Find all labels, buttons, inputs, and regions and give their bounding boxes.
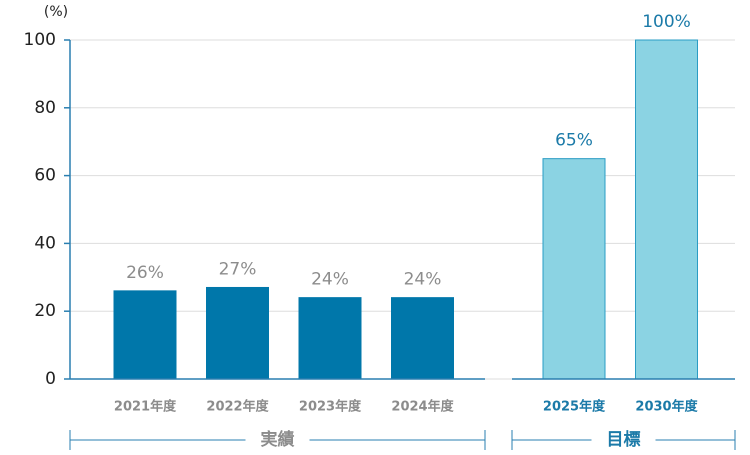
group-label: 目標: [607, 429, 641, 450]
y-tick-label: 40: [34, 233, 56, 253]
y-tick-label: 80: [34, 98, 56, 118]
x-tick-label: 2023年度: [299, 399, 362, 415]
value-label: 65%: [555, 131, 593, 151]
bar: [542, 158, 606, 380]
value-label: 26%: [126, 263, 164, 283]
x-tick-label: 2025年度: [543, 399, 606, 415]
group-label: 実績: [261, 429, 295, 450]
x-tick-label: 2021年度: [114, 399, 177, 415]
value-label: 100%: [642, 12, 691, 32]
y-tick-label: 20: [34, 301, 56, 321]
value-label: 24%: [311, 270, 349, 290]
value-label: 27%: [219, 259, 257, 279]
y-tick-label: 0: [45, 369, 56, 389]
x-tick-label: 2022年度: [206, 399, 269, 415]
x-tick-label: 2024年度: [391, 399, 454, 415]
bar: [635, 39, 698, 380]
bar: [298, 297, 362, 380]
bar: [391, 297, 454, 380]
y-tick-label: 100: [24, 30, 56, 50]
y-tick-label: 60: [34, 166, 56, 186]
value-label: 24%: [404, 270, 442, 290]
bar: [113, 290, 177, 380]
x-tick-label: 2030年度: [635, 399, 698, 415]
y-axis-label: (%): [44, 4, 68, 20]
bar: [206, 286, 269, 380]
